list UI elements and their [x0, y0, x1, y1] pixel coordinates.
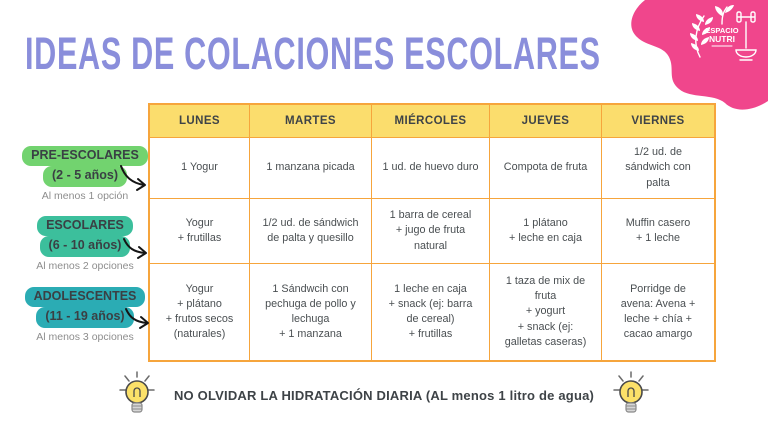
lightbulb-icon [613, 371, 649, 413]
day-header-martes: MARTES [250, 105, 372, 138]
arrow-icon [123, 238, 147, 259]
day-header-viernes: VIERNES [602, 105, 714, 138]
table-cell: 1 Sándwcih con pechuga de pollo y lechug… [250, 264, 372, 360]
group-pill-name: PRE-ESCOLARES [22, 146, 148, 167]
day-header-miercoles: MIÉRCOLES [372, 105, 490, 138]
day-header-jueves: JUEVES [490, 105, 602, 138]
group-note: Al menos 1 opción [41, 189, 129, 202]
group-pill-name: ESCOLARES [37, 216, 133, 237]
group-pill-name: ADOLESCENTES [24, 287, 146, 308]
logo-text-line1: ESPACIO [705, 26, 738, 35]
dumbbell-icon [735, 11, 757, 61]
table-cell: Yogur + frutillas [150, 199, 250, 264]
arrow-icon [125, 308, 149, 329]
table-cell: 1 manzana picada [250, 138, 372, 199]
table-cell: Compota de fruta [490, 138, 602, 199]
table-cell: 1 ud. de huevo duro [372, 138, 490, 199]
table-cell: Muffin casero + 1 leche [602, 199, 714, 264]
arrow-icon [120, 165, 146, 191]
weekly-snack-table: LUNES MARTES MIÉRCOLES JUEVES VIERNES 1 … [148, 103, 716, 362]
table-cell: 1 plátano + leche en caja [490, 199, 602, 264]
corner-blob: ESPACIO NUTRI [626, 0, 768, 118]
table-cell: Porridge de avena: Avena + leche + chía … [620, 282, 696, 341]
group-note: Al menos 2 opciones [36, 259, 134, 272]
group-label-escolares: ESCOLARES (6 - 10 años) Al menos 2 opcio… [14, 216, 156, 272]
group-pill-age: (6 - 10 años) [39, 236, 131, 257]
hydration-reminder: NO OLVIDAR LA HIDRATACIÓN DIARIA (AL men… [0, 370, 768, 420]
group-pill-age: (2 - 5 años) [43, 166, 127, 187]
espacio-nutri-logo: ESPACIO NUTRI [680, 4, 762, 78]
hydration-text: NO OLVIDAR LA HIDRATACIÓN DIARIA (AL men… [173, 387, 595, 403]
table-cell: Yogur + plátano + frutos secos (naturale… [150, 264, 250, 360]
group-label-preescolares: PRE-ESCOLARES (2 - 5 años) Al menos 1 op… [14, 146, 156, 202]
page-title: IDEAS DE COLACIONES ESCOLARES [25, 28, 601, 79]
table-cell: 1 leche en caja + snack (ej: barra de ce… [372, 264, 490, 360]
leaf-branch-icon [690, 14, 713, 58]
sprout-icon [715, 5, 734, 25]
table-cell: 1/2 ud. de sándwich de palta y quesillo [250, 199, 372, 264]
table-cell: 1 taza de mix de fruta + yogurt + snack … [490, 264, 602, 360]
group-label-adolescentes: ADOLESCENTES (11 - 19 años) Al menos 3 o… [14, 287, 156, 343]
table-cell: 1 Yogur [150, 138, 250, 199]
day-header-lunes: LUNES [150, 105, 250, 138]
table-cell: 1/2 ud. de sándwich con palta [602, 138, 714, 199]
lightbulb-icon [119, 371, 155, 413]
group-pill-age: (11 - 19 años) [36, 307, 134, 328]
group-note: Al menos 3 opciones [36, 330, 134, 343]
table-cell: 1 barra de cereal + jugo de fruta natura… [372, 199, 490, 264]
logo-text-line2: NUTRI [709, 34, 735, 44]
